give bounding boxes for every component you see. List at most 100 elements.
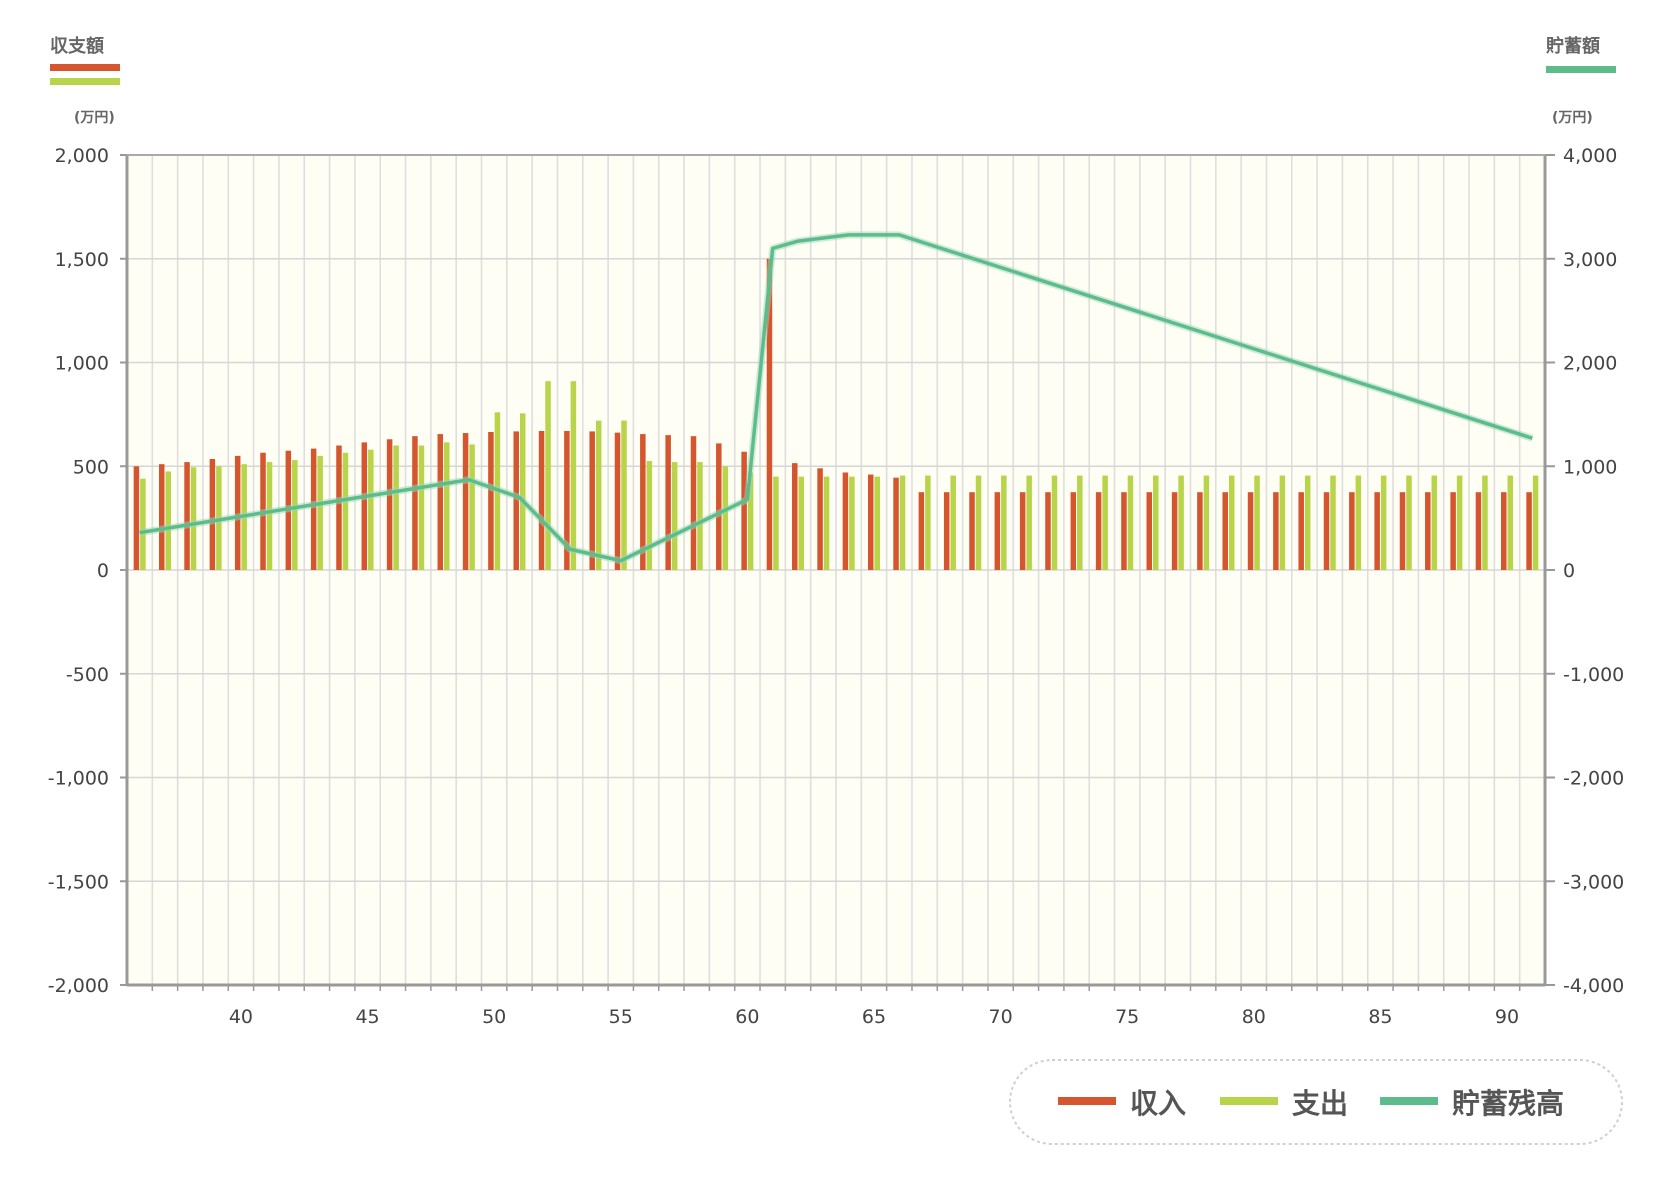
- income-bar: [893, 477, 899, 570]
- x-tick-label: 40: [229, 1006, 253, 1028]
- income-bar: [488, 432, 494, 570]
- right-tick-label: -4,000: [1563, 975, 1624, 997]
- expense-bar: [140, 478, 146, 570]
- expense-bar: [444, 442, 450, 570]
- income-bar: [589, 431, 595, 570]
- x-axis-ticks: 40 45 50 55 60 65 70 75 80 85 90: [151, 985, 1521, 1028]
- x-tick-label: 85: [1368, 1006, 1392, 1028]
- income-bar: [1273, 492, 1279, 570]
- income-bar: [336, 445, 342, 570]
- left-tick-label: -1,000: [48, 768, 109, 790]
- expense-bar: [1330, 475, 1336, 570]
- x-tick-label: 45: [355, 1006, 379, 1028]
- expense-bar: [1456, 475, 1463, 570]
- expense-bar: [1228, 475, 1235, 570]
- income-bar: [614, 432, 621, 570]
- expense-bar: [1431, 475, 1438, 570]
- income-bar: [716, 443, 722, 570]
- expense-bar: [1153, 475, 1159, 570]
- expense-bar: [823, 476, 830, 570]
- right-axis-title: 貯蓄額: [1546, 35, 1600, 57]
- left-axis-title: 収支額: [50, 35, 104, 57]
- expense-bar: [165, 471, 171, 570]
- income-bar: [1019, 492, 1026, 570]
- expense-bar: [1077, 475, 1083, 570]
- right-tick-label: 2,000: [1563, 353, 1617, 375]
- income-bar: [792, 463, 798, 570]
- expense-bar: [1254, 475, 1260, 570]
- legend-box: [1009, 1059, 1623, 1145]
- expense-bar: [899, 475, 906, 570]
- expense-bar: [368, 449, 374, 570]
- expense-bar: [1380, 475, 1387, 570]
- right-axis-ticks: 4,000 3,000 2,000 1,000 0 -1,000 -2,000 -3,000 -…: [1545, 145, 1624, 997]
- income-bar: [209, 458, 216, 570]
- expense-bar: [1482, 475, 1488, 570]
- income-bar: [538, 430, 545, 570]
- expense-bar: [1001, 475, 1007, 570]
- expense-bar: [1026, 475, 1032, 570]
- right-tick-label: -3,000: [1563, 871, 1624, 893]
- expense-bar: [570, 381, 577, 570]
- expense-bar: [519, 413, 526, 570]
- income-bar: [386, 439, 393, 570]
- expense-bar: [1102, 475, 1108, 570]
- x-tick-label: 55: [609, 1006, 633, 1028]
- expense-bar: [1507, 475, 1514, 570]
- income-bar: [741, 451, 747, 570]
- income-bar: [1399, 492, 1406, 570]
- income-bar: [412, 436, 418, 570]
- expense-bar: [1279, 475, 1286, 570]
- left-tick-label: -500: [66, 664, 109, 686]
- income-bar: [969, 492, 975, 570]
- x-tick-label: 60: [735, 1006, 759, 1028]
- legend-label-income: 収入: [1130, 1087, 1186, 1120]
- expense-bar: [292, 460, 298, 570]
- expense-bar: [266, 462, 273, 570]
- x-tick-label: 80: [1242, 1006, 1266, 1028]
- income-bar: [690, 436, 697, 570]
- income-bar: [1501, 492, 1507, 570]
- right-tick-label: 4,000: [1563, 145, 1617, 167]
- expense-bar: [646, 461, 653, 570]
- income-bar: [462, 433, 469, 570]
- x-tick-label: 70: [988, 1006, 1012, 1028]
- legend-swatch-expense: [1220, 1097, 1278, 1105]
- expense-bar: [975, 475, 982, 570]
- income-bar: [1095, 492, 1102, 570]
- expense-bar: [595, 420, 602, 570]
- legend: 収入 支出 貯蓄残高: [1009, 1059, 1623, 1145]
- income-bar: [1475, 492, 1482, 570]
- x-tick-label: 65: [862, 1006, 886, 1028]
- income-bar: [1121, 492, 1127, 570]
- income-bar: [640, 434, 646, 570]
- expense-bar: [1127, 475, 1134, 570]
- expense-bar: [1203, 475, 1210, 570]
- left-tick-label: 500: [73, 456, 109, 478]
- income-bar: [1045, 492, 1051, 570]
- income-bar: [1298, 492, 1304, 570]
- right-tick-label: 1,000: [1563, 456, 1617, 478]
- legend-label-savings: 貯蓄残高: [1452, 1087, 1564, 1120]
- income-bar: [1222, 492, 1228, 570]
- income-bar: [994, 492, 1001, 570]
- income-bar: [766, 258, 773, 570]
- right-tick-label: 0: [1563, 560, 1575, 582]
- right-axis-swatch-savings: [1546, 66, 1616, 73]
- expense-bar: [1304, 475, 1311, 570]
- legend-label-expense: 支出: [1292, 1087, 1348, 1120]
- income-bar: [310, 448, 317, 570]
- left-tick-label: 1,000: [55, 353, 109, 375]
- expense-bar: [469, 444, 475, 570]
- expense-bar: [747, 472, 754, 570]
- right-axis-unit: (万円): [1552, 110, 1593, 126]
- expense-bar: [874, 476, 880, 570]
- expense-bar: [950, 475, 956, 570]
- legend-swatch-savings: [1380, 1097, 1438, 1105]
- expense-bar: [671, 462, 678, 570]
- income-bar: [1171, 492, 1178, 570]
- expense-bar: [1178, 475, 1184, 570]
- left-axis-swatch-expense: [50, 78, 120, 85]
- savings-line-layer: [139, 231, 1534, 565]
- right-tick-label: -2,000: [1563, 768, 1624, 790]
